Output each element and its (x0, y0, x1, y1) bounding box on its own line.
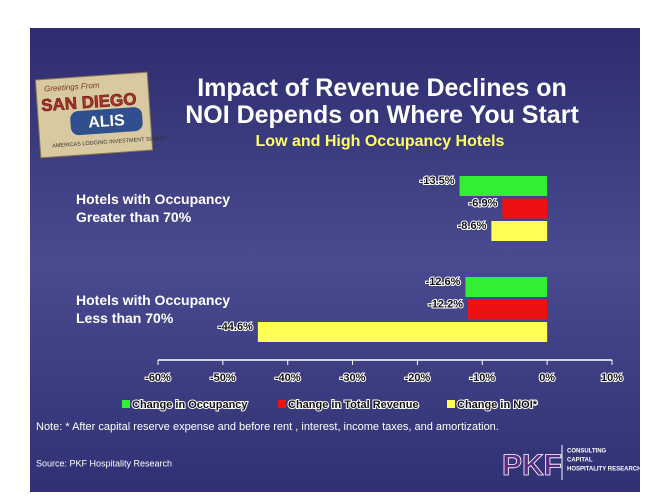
category-label: Hotels with Occupancy Less than 70% (76, 291, 231, 326)
legend-label: Change in Total Revenue (288, 399, 419, 411)
value-label: -12.2% (428, 298, 463, 310)
bar (465, 277, 548, 297)
bar (459, 176, 548, 196)
legend-label: Change in NOI* (457, 399, 538, 411)
chart-title: Impact of Revenue Declines on NOI Depend… (185, 74, 579, 129)
badge-name: ALIS (88, 112, 126, 132)
badge: Greetings From SAN DIEGO ALIS AMERICAS L… (34, 71, 169, 159)
badge-greeting: Greetings From (44, 81, 100, 94)
bar (491, 221, 548, 241)
logo-tagline: CAPITAL (567, 458, 593, 464)
legend-swatch (447, 400, 455, 408)
source: Source: PKF Hospitality Research (36, 458, 172, 468)
value-label: -6.9% (469, 197, 498, 209)
x-tick-label: 0% (539, 372, 555, 384)
x-tick-label: -20% (405, 372, 431, 384)
badge-logo-bg (70, 107, 143, 136)
x-tick-label: -10% (469, 372, 495, 384)
legend-swatch (122, 400, 130, 408)
x-tick-label: -50% (210, 372, 236, 384)
bar (468, 299, 548, 320)
note: Note: * After capital reserve expense an… (36, 421, 499, 433)
category-label: Hotels with Occupancy Greater than 70% (76, 190, 231, 225)
x-tick-label: -40% (275, 372, 301, 384)
value-label: -13.5% (420, 175, 455, 187)
legend-label: Change in Occupancy (132, 399, 248, 411)
x-tick-label: -60% (145, 372, 171, 384)
x-tick-label: -30% (340, 372, 366, 384)
bar (502, 198, 548, 219)
x-tick-label: 10% (601, 372, 623, 384)
value-label: -44.6% (218, 321, 253, 333)
value-label: -8.6% (458, 220, 487, 232)
chart-subtitle: Low and High Occupancy Hotels (256, 133, 505, 150)
legend-swatch (278, 400, 286, 408)
logo-tagline: HOSPITALITY RESEARCH (567, 467, 641, 473)
logo-tagline: CONSULTING (567, 449, 607, 455)
bar (257, 322, 548, 342)
logo-name: PKF (502, 449, 562, 482)
value-label: -12.6% (426, 276, 461, 288)
